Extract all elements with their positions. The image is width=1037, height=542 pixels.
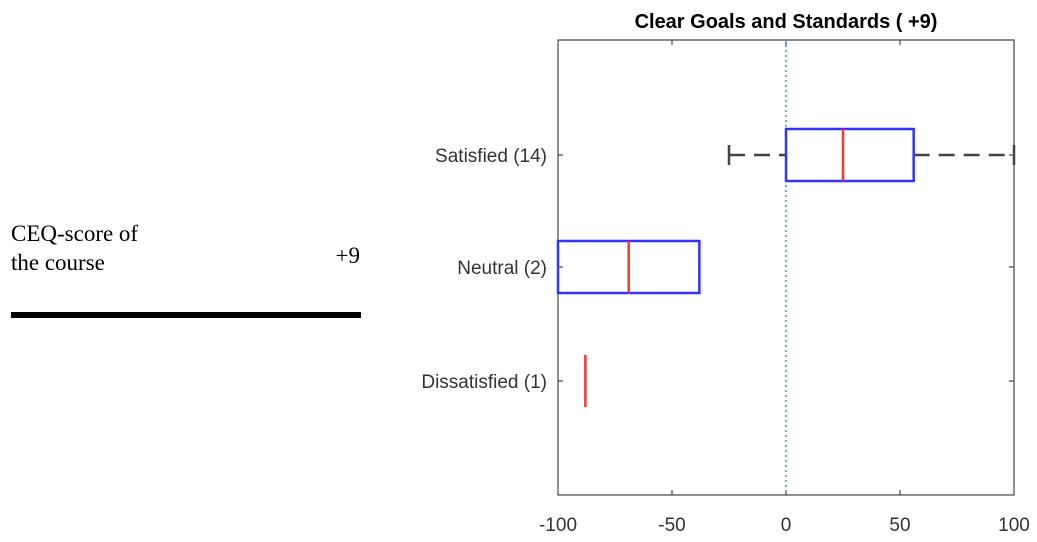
score-label-line-2: the course (11, 249, 105, 275)
x-tick-label: -50 (658, 515, 685, 536)
x-tick-label: -100 (539, 515, 577, 536)
x-tick-label: 100 (998, 515, 1030, 536)
chart-title: Clear Goals and Standards ( +9) (635, 11, 938, 33)
score-label: CEQ-score of the course (11, 220, 241, 278)
x-tick-label: 0 (781, 515, 792, 536)
y-category-label: Dissatisfied (1) (421, 372, 547, 393)
left-panel: CEQ-score of the course +9 (0, 0, 370, 542)
box-iqr (784, 127, 915, 183)
divider-rule (11, 312, 361, 318)
score-label-line-1: CEQ-score of (11, 221, 139, 246)
y-category-label: Neutral (2) (457, 258, 547, 279)
y-category-label: Satisfied (14) (435, 146, 547, 167)
score-value: +9 (335, 243, 360, 268)
x-tick-label: 50 (889, 515, 910, 536)
